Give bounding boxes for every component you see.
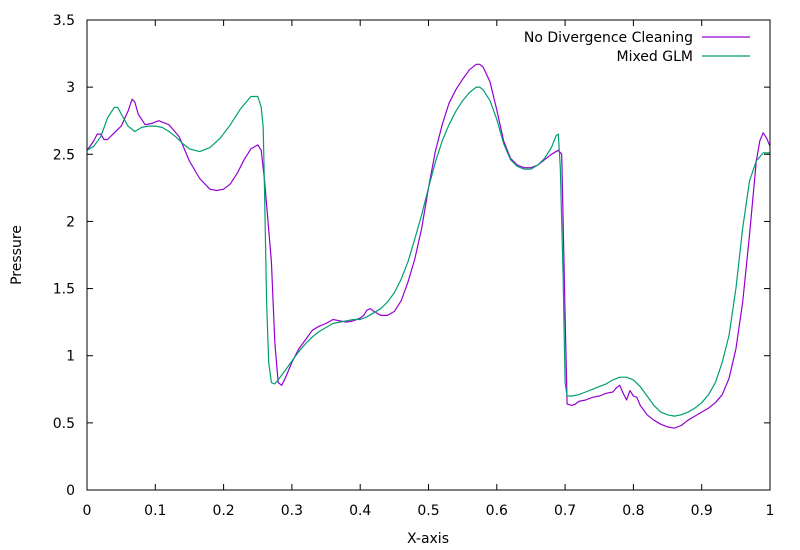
- plot-frame: [86, 19, 771, 491]
- x-tick-label: 1: [766, 503, 775, 519]
- x-axis: 0 0.1 0.2 0.3 0.4 0.5 0.6 0.7 0.8 0.9 1: [83, 20, 775, 519]
- y-tick-label: 1: [66, 349, 75, 365]
- x-tick-label: 0.6: [486, 503, 508, 519]
- y-tick-label: 2: [66, 214, 75, 230]
- x-axis-title: X-axis: [407, 531, 449, 547]
- y-tick-label: 2.5: [53, 147, 75, 163]
- y-tick-label: 0: [66, 483, 75, 499]
- x-tick-label: 0.9: [691, 503, 713, 519]
- y-axis: 0 0.5 1 1.5 2 2.5 3 3.5: [53, 13, 770, 499]
- x-tick-label: 0.8: [622, 503, 644, 519]
- legend-label-mixed-glm: Mixed GLM: [616, 49, 693, 65]
- y-tick-label: 0.5: [53, 416, 75, 432]
- x-tick-label: 0.4: [349, 503, 371, 519]
- y-tick-label: 3.5: [53, 13, 75, 29]
- x-tick-label: 0: [83, 503, 92, 519]
- series-layer: [86, 63, 771, 429]
- x-tick-label: 0.5: [417, 503, 439, 519]
- series-line-no-divergence-cleaning: [86, 63, 771, 429]
- series-line-mixed-glm: [86, 86, 770, 417]
- x-tick-label: 0.1: [144, 503, 166, 519]
- x-tick-label: 0.2: [212, 503, 234, 519]
- legend: No Divergence Cleaning Mixed GLM: [524, 30, 750, 65]
- y-axis-title: Pressure: [9, 225, 25, 285]
- y-tick-label: 3: [66, 80, 75, 96]
- x-tick-label: 0.3: [281, 503, 303, 519]
- y-tick-label: 1.5: [53, 282, 75, 298]
- legend-label-no-divergence-cleaning: No Divergence Cleaning: [524, 30, 693, 46]
- x-tick-label: 0.7: [554, 503, 576, 519]
